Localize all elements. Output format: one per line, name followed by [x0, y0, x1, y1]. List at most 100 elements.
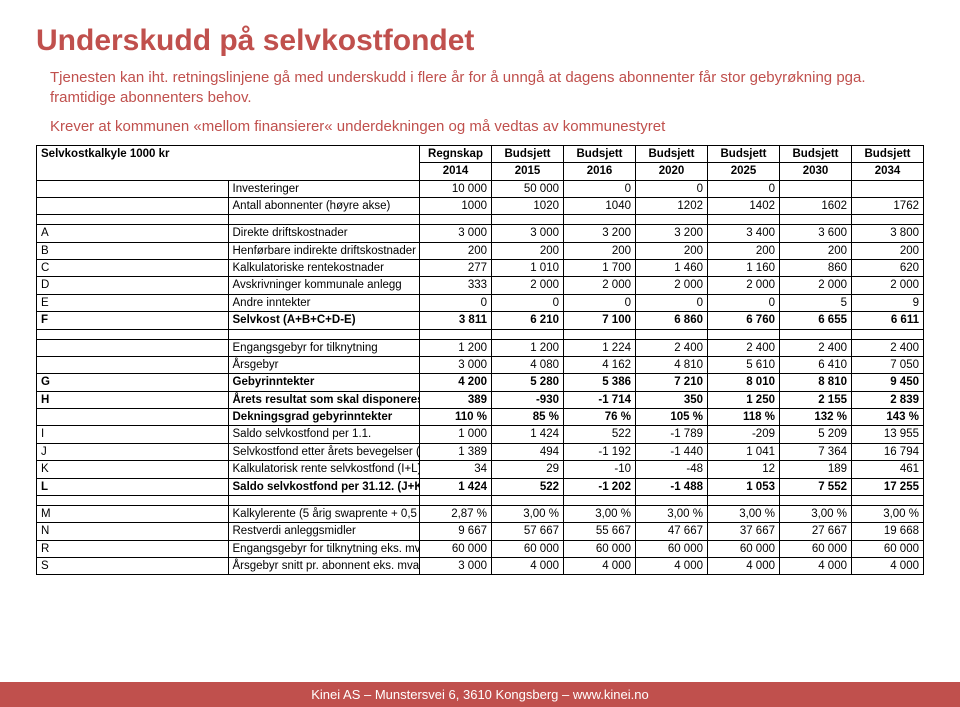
row-label: Selvkost (A+B+C+D-E) — [228, 312, 420, 329]
cell: 4 080 — [492, 356, 564, 373]
cell: 3 000 — [420, 356, 492, 373]
col-hdr-2-l2: 2016 — [564, 163, 636, 180]
paragraph-2: Krever at kommunen «mellom finansierer« … — [36, 117, 924, 137]
cell: 5 209 — [780, 426, 852, 443]
cell: 0 — [492, 294, 564, 311]
cell: 200 — [780, 242, 852, 259]
cell: 461 — [852, 461, 924, 478]
cell: 27 667 — [780, 523, 852, 540]
header-label: Selvkostkalkyle 1000 kr — [37, 145, 420, 180]
row-letter: L — [37, 478, 229, 495]
row-letter: M — [37, 505, 229, 522]
cell: -1 202 — [564, 478, 636, 495]
cell: 1 424 — [420, 478, 492, 495]
cell: 0 — [636, 180, 708, 197]
cell: 4 810 — [636, 356, 708, 373]
cell: 5 280 — [492, 374, 564, 391]
cell: 118 % — [708, 409, 780, 426]
cell: 4 000 — [636, 558, 708, 575]
cell: -1 192 — [564, 443, 636, 460]
cell: -10 — [564, 461, 636, 478]
cell: 8 010 — [708, 374, 780, 391]
cell: 3 000 — [492, 225, 564, 242]
cell — [852, 180, 924, 197]
cell: 47 667 — [636, 523, 708, 540]
cell: 620 — [852, 260, 924, 277]
table-row: EAndre inntekter0000059 — [37, 294, 924, 311]
cell: -1 789 — [636, 426, 708, 443]
cell: 3 200 — [636, 225, 708, 242]
cell: 5 610 — [708, 356, 780, 373]
cell: 6 611 — [852, 312, 924, 329]
cell: 1 700 — [564, 260, 636, 277]
cell: 7 100 — [564, 312, 636, 329]
cell: 2 000 — [636, 277, 708, 294]
cell: 2 155 — [780, 391, 852, 408]
cell: 2,87 % — [420, 505, 492, 522]
row-label: Saldo selvkostfond per 1.1. — [228, 426, 420, 443]
cell: 3,00 % — [708, 505, 780, 522]
cell: 57 667 — [492, 523, 564, 540]
cell: 6 410 — [780, 356, 852, 373]
cell: 200 — [708, 242, 780, 259]
table-row: KKalkulatorisk rente selvkostfond (I+L)/… — [37, 461, 924, 478]
cell: 1202 — [636, 197, 708, 214]
cell: 3 400 — [708, 225, 780, 242]
col-hdr-2-l1: Budsjett — [564, 145, 636, 162]
row-letter: A — [37, 225, 229, 242]
cell: -1 488 — [636, 478, 708, 495]
cell: 0 — [420, 294, 492, 311]
cell: 522 — [492, 478, 564, 495]
cell: 1 200 — [420, 339, 492, 356]
cell: 1 000 — [420, 426, 492, 443]
row-label: Andre inntekter — [228, 294, 420, 311]
cell: 4 000 — [564, 558, 636, 575]
paragraph-1: Tjenesten kan iht. retningslinjene gå me… — [36, 68, 924, 109]
cell: 3,00 % — [636, 505, 708, 522]
cell: 143 % — [852, 409, 924, 426]
cell: 7 050 — [852, 356, 924, 373]
row-letter: S — [37, 558, 229, 575]
table-header: Selvkostkalkyle 1000 kr Regnskap Budsjet… — [37, 145, 924, 180]
cell: -48 — [636, 461, 708, 478]
row-letter: D — [37, 277, 229, 294]
cell: 60 000 — [492, 540, 564, 557]
row-label: Årsgebyr — [228, 356, 420, 373]
row-label: Gebyrinntekter — [228, 374, 420, 391]
slide: Underskudd på selvkostfondet Tjenesten k… — [0, 0, 960, 575]
cell: -930 — [492, 391, 564, 408]
cell: 10 000 — [420, 180, 492, 197]
cell: 1020 — [492, 197, 564, 214]
row-label: Direkte driftskostnader — [228, 225, 420, 242]
row-letter — [37, 339, 229, 356]
cell: 860 — [780, 260, 852, 277]
cell: 3 000 — [420, 558, 492, 575]
cell: 55 667 — [564, 523, 636, 540]
cell: 0 — [708, 180, 780, 197]
cell: -209 — [708, 426, 780, 443]
row-label: Årets resultat som skal disponeres — [228, 391, 420, 408]
row-letter: J — [37, 443, 229, 460]
table-row: REngangsgebyr for tilknytning eks. mva60… — [37, 540, 924, 557]
row-letter: E — [37, 294, 229, 311]
table-row: Engangsgebyr for tilknytning1 2001 2001 … — [37, 339, 924, 356]
slide-title: Underskudd på selvkostfondet — [36, 24, 924, 58]
cell: 0 — [564, 294, 636, 311]
row-label: Kalkylerente (5 årig swaprente + 0,5 %) — [228, 505, 420, 522]
cell: 1000 — [420, 197, 492, 214]
row-letter: G — [37, 374, 229, 391]
cell — [780, 180, 852, 197]
row-letter: R — [37, 540, 229, 557]
cell: 1 160 — [708, 260, 780, 277]
row-letter: B — [37, 242, 229, 259]
cell: 1602 — [780, 197, 852, 214]
col-hdr-0-l1: Regnskap — [420, 145, 492, 162]
cell: 2 000 — [780, 277, 852, 294]
table-row: FSelvkost (A+B+C+D-E)3 8116 2107 1006 86… — [37, 312, 924, 329]
row-label: Kalkulatoriske rentekostnader — [228, 260, 420, 277]
row-label: Saldo selvkostfond per 31.12. (J+K) — [228, 478, 420, 495]
cell: 389 — [420, 391, 492, 408]
cell: 9 667 — [420, 523, 492, 540]
row-letter: I — [37, 426, 229, 443]
cell: 1 224 — [564, 339, 636, 356]
